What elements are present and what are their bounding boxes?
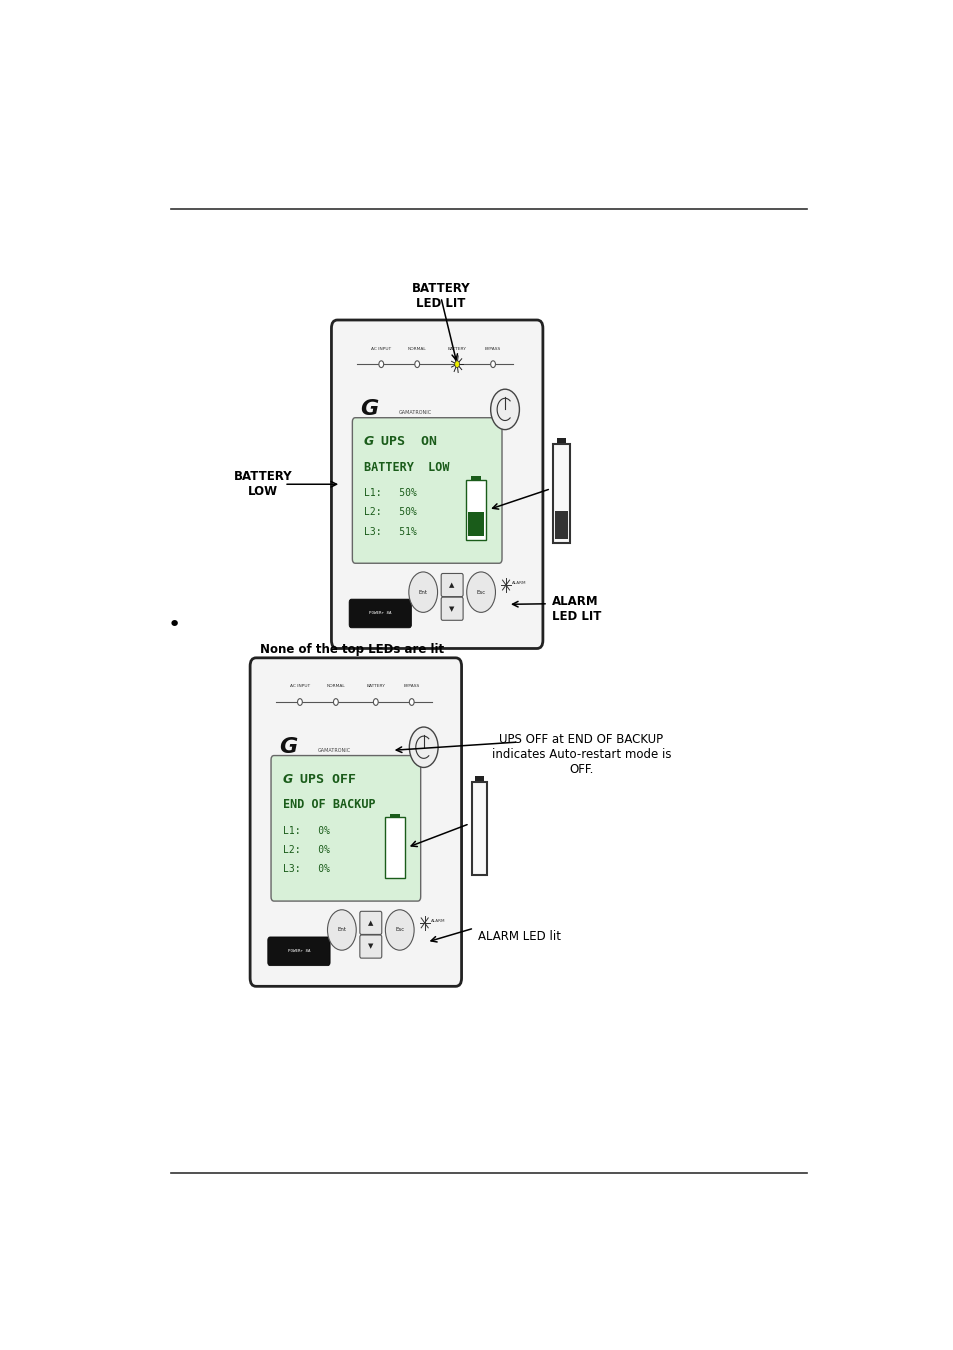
Circle shape — [409, 699, 414, 706]
Text: GAMATRONIC: GAMATRONIC — [398, 410, 432, 414]
FancyBboxPatch shape — [359, 911, 381, 934]
Text: G: G — [282, 774, 293, 786]
Text: L2:   50%: L2: 50% — [363, 508, 416, 517]
Text: AC INPUT: AC INPUT — [371, 347, 391, 351]
Text: G: G — [363, 435, 374, 448]
Text: Ent: Ent — [337, 927, 346, 933]
Text: UPS  ON: UPS ON — [381, 435, 436, 448]
Circle shape — [297, 699, 302, 706]
Text: BATTERY
LOW: BATTERY LOW — [233, 470, 293, 498]
Text: ALARM: ALARM — [430, 919, 445, 923]
Bar — [553, 444, 569, 544]
Text: BYPASS: BYPASS — [484, 347, 500, 351]
Text: UPS OFF: UPS OFF — [299, 774, 355, 786]
FancyBboxPatch shape — [440, 574, 462, 597]
Bar — [471, 477, 480, 479]
Text: None of the top LEDs are lit: None of the top LEDs are lit — [259, 643, 443, 656]
Text: G: G — [278, 737, 296, 757]
Circle shape — [334, 699, 338, 706]
Text: Esc: Esc — [395, 927, 404, 933]
Text: L2:   0%: L2: 0% — [282, 845, 330, 856]
Circle shape — [415, 360, 419, 367]
Bar — [472, 782, 486, 875]
Text: ▲: ▲ — [368, 919, 374, 926]
FancyBboxPatch shape — [349, 599, 411, 628]
Bar — [555, 510, 567, 539]
Text: ALARM: ALARM — [512, 582, 526, 586]
Circle shape — [409, 572, 437, 613]
Circle shape — [466, 572, 495, 613]
Text: ALARM
LED LIT: ALARM LED LIT — [551, 595, 600, 622]
FancyBboxPatch shape — [352, 417, 501, 563]
Bar — [465, 479, 486, 540]
Text: BATTERY
LED LIT: BATTERY LED LIT — [411, 282, 470, 309]
Text: END OF BACKUP: END OF BACKUP — [282, 798, 375, 811]
Text: •: • — [168, 614, 181, 634]
Bar — [475, 776, 483, 782]
Circle shape — [385, 910, 414, 950]
Text: L1:   0%: L1: 0% — [282, 826, 330, 836]
Text: NORMAL: NORMAL — [326, 684, 345, 688]
FancyBboxPatch shape — [331, 320, 542, 648]
Text: ALARM LED lit: ALARM LED lit — [477, 930, 560, 942]
Text: POWER+ 8A: POWER+ 8A — [369, 612, 391, 616]
Text: POWER+ 8A: POWER+ 8A — [288, 949, 310, 953]
Circle shape — [490, 360, 495, 367]
Text: BATTERY  LOW: BATTERY LOW — [363, 460, 449, 474]
Circle shape — [409, 728, 437, 767]
Text: ▼: ▼ — [368, 944, 374, 949]
FancyBboxPatch shape — [250, 657, 461, 987]
Bar — [556, 439, 566, 444]
Text: BATTERY: BATTERY — [366, 684, 385, 688]
Text: GAMATRONIC: GAMATRONIC — [317, 748, 351, 753]
Bar — [384, 817, 404, 878]
Text: BATTERY: BATTERY — [447, 347, 466, 351]
Text: L3:   0%: L3: 0% — [282, 864, 330, 875]
Bar — [468, 513, 483, 536]
Text: L1:   50%: L1: 50% — [363, 489, 416, 498]
FancyBboxPatch shape — [268, 937, 330, 965]
FancyBboxPatch shape — [359, 936, 381, 958]
Text: G: G — [360, 400, 378, 420]
Circle shape — [490, 389, 518, 429]
Text: AC INPUT: AC INPUT — [290, 684, 310, 688]
Text: ▼: ▼ — [449, 606, 455, 612]
Text: L3:   51%: L3: 51% — [363, 526, 416, 537]
Text: NORMAL: NORMAL — [407, 347, 426, 351]
Circle shape — [373, 699, 377, 706]
Circle shape — [327, 910, 355, 950]
FancyBboxPatch shape — [271, 756, 420, 900]
Text: Ent: Ent — [418, 590, 427, 594]
Circle shape — [455, 360, 459, 367]
Text: ▲: ▲ — [449, 582, 455, 589]
Bar — [389, 814, 399, 817]
Circle shape — [378, 360, 383, 367]
Text: Esc: Esc — [476, 590, 485, 594]
Text: BYPASS: BYPASS — [403, 684, 419, 688]
Text: UPS OFF at END OF BACKUP
indicates Auto-restart mode is
OFF.: UPS OFF at END OF BACKUP indicates Auto-… — [491, 733, 670, 776]
FancyBboxPatch shape — [440, 597, 462, 620]
